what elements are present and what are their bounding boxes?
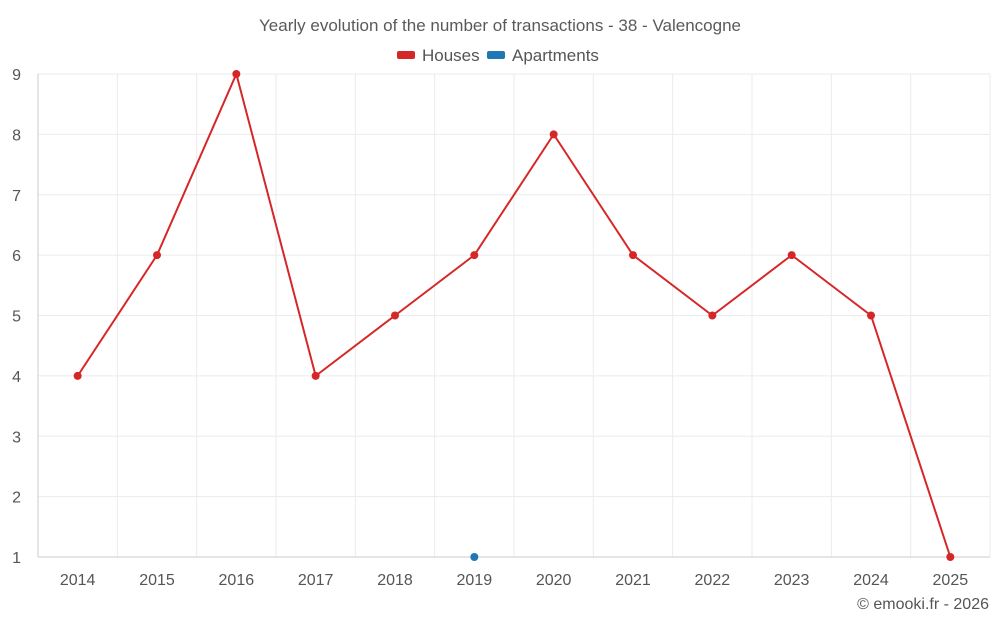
y-tick-label: 3 [12, 429, 21, 446]
y-tick-label: 6 [12, 248, 21, 265]
x-tick-label: 2023 [774, 572, 810, 589]
data-point-houses [787, 251, 796, 260]
y-tick-label: 5 [12, 309, 21, 326]
data-point-houses [470, 251, 479, 260]
data-point-houses [391, 311, 399, 320]
x-tick-label: 2015 [139, 572, 175, 589]
series-line-houses [76, 73, 952, 558]
x-tick-label: 2021 [615, 572, 651, 589]
y-tick-label: 8 [12, 127, 21, 144]
data-point-houses [708, 311, 717, 320]
series-apartments [470, 553, 479, 561]
legend-swatch-apartments [487, 51, 505, 59]
y-tick-label: 4 [12, 369, 21, 386]
series-houses [73, 70, 955, 561]
legend-label-apartments: Apartments [512, 46, 599, 65]
data-point-houses [549, 130, 558, 139]
chart-title: Yearly evolution of the number of transa… [259, 16, 741, 35]
legend-label-houses: Houses [422, 46, 480, 65]
data-point-houses [629, 251, 637, 260]
x-tick-label: 2025 [933, 572, 969, 589]
y-tick-label: 2 [12, 490, 21, 507]
chart-grid [38, 73, 991, 557]
x-tick-label: 2014 [60, 572, 96, 589]
data-point-houses [232, 70, 241, 78]
x-tick-label: 2019 [457, 572, 493, 589]
y-axis: 1 2 3 4 5 6 7 8 9 [12, 67, 39, 567]
x-tick-label: 2017 [298, 572, 334, 589]
x-tick-label: 2018 [377, 572, 413, 589]
legend-item-houses: Houses [397, 46, 480, 65]
data-point-houses [946, 553, 955, 561]
data-point-houses [73, 371, 82, 380]
data-point-houses [153, 251, 161, 260]
data-point-houses [867, 311, 875, 320]
x-tick-label: 2016 [219, 572, 255, 589]
x-tick-label: 2022 [695, 572, 731, 589]
y-tick-label: 9 [12, 67, 21, 84]
legend-item-apartments: Apartments [487, 46, 599, 65]
chart-credit: © emooki.fr - 2026 [857, 596, 989, 613]
x-tick-label: 2020 [536, 572, 572, 589]
data-point-apartments [470, 553, 479, 561]
y-tick-label: 1 [12, 550, 21, 567]
x-tick-label: 2024 [853, 572, 889, 589]
chart-legend: Houses Apartments [397, 46, 599, 65]
data-point-houses [311, 371, 320, 380]
legend-swatch-houses [397, 51, 415, 59]
x-axis: 2014 2015 2016 2017 2018 2019 2020 2021 2022 2023… [38, 556, 990, 589]
series-layer [73, 70, 955, 561]
y-tick-label: 7 [12, 188, 21, 205]
